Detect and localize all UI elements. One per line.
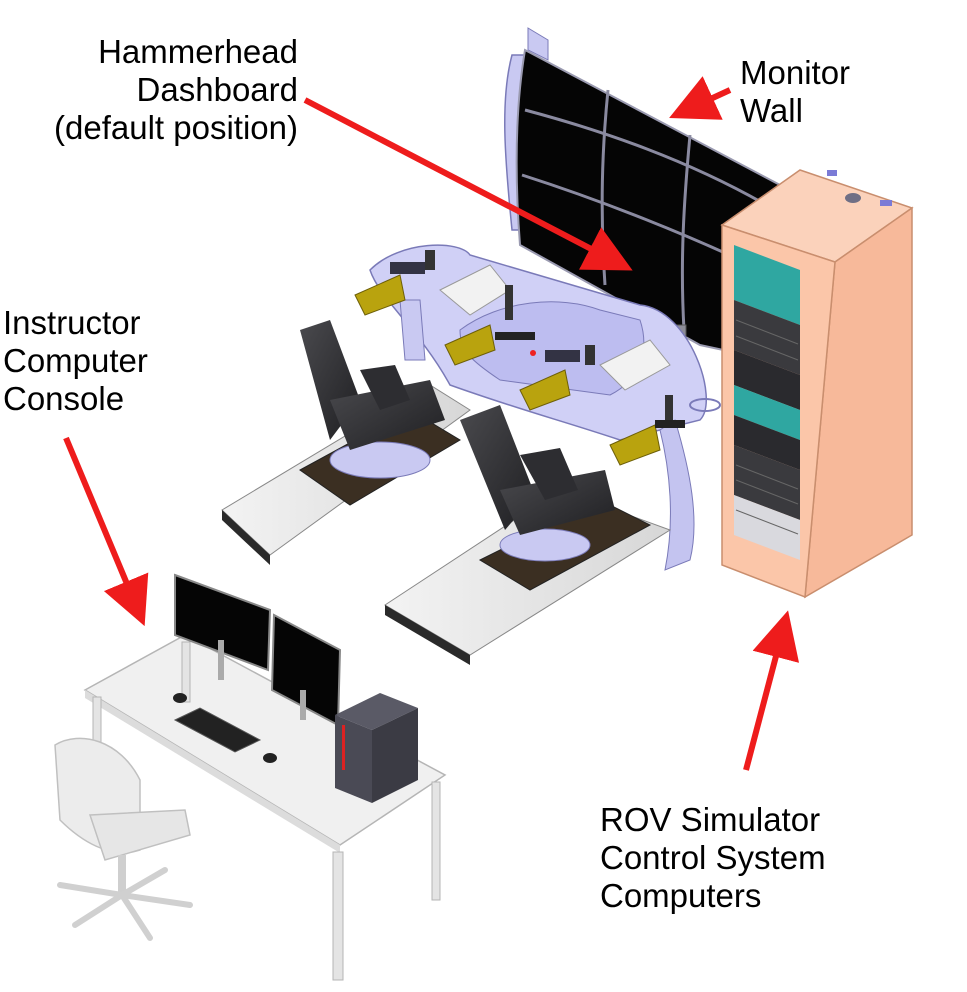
instructor-arrow	[63, 436, 149, 627]
hammerhead-dashboard	[354, 244, 721, 571]
server-rack	[720, 169, 914, 599]
left-pilot-station	[221, 320, 471, 565]
monitor-wall-arrow	[669, 76, 732, 120]
instructor-console-label: Instructor Computer Console	[3, 304, 148, 417]
hammerhead-arrow	[303, 97, 633, 271]
rov-arrow	[743, 610, 800, 771]
instructor-desk	[83, 573, 447, 981]
office-chair	[54, 737, 193, 941]
hammerhead-dashboard-label: Hammerhead Dashboard (default position)	[54, 33, 298, 146]
annotation-arrows	[63, 76, 800, 771]
right-pilot-station	[384, 405, 672, 665]
rov-computers-label: ROV Simulator Control System Computers	[600, 801, 826, 914]
monitor-wall-label: Monitor Wall	[740, 54, 851, 129]
